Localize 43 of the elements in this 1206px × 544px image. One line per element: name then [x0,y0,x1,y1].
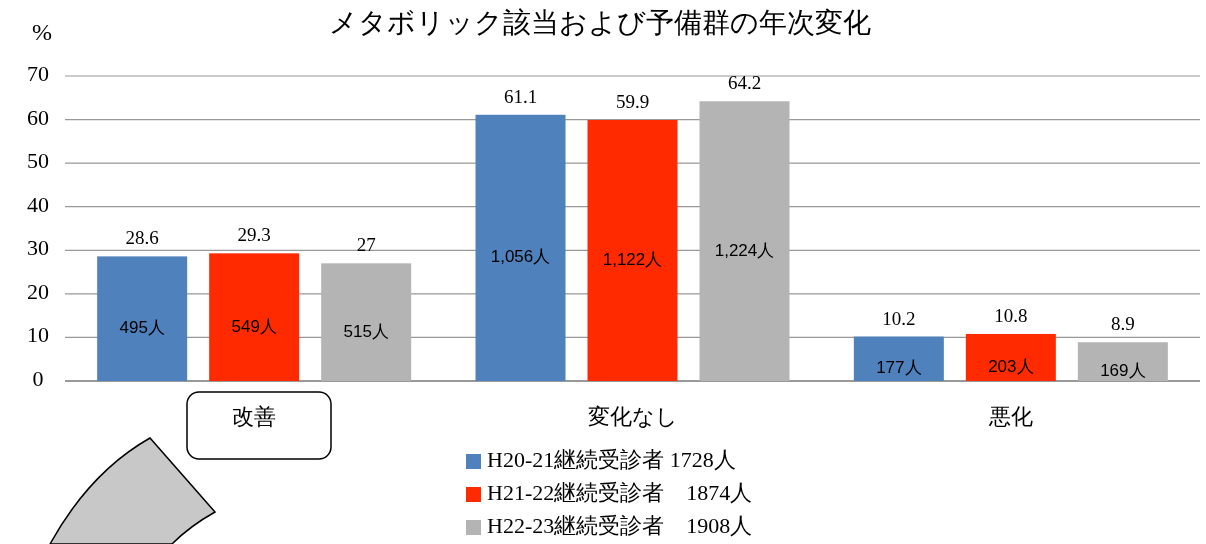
bar [475,114,566,381]
data-label: 27 [356,234,376,256]
data-label: 61.1 [503,85,538,107]
data-label: 10.8 [994,304,1028,326]
y-tick-label: 10 [27,322,49,348]
bar [699,101,790,381]
legend-label: H21-22継続受診者 1874人 [487,480,753,506]
legend-label: H20-21継続受診者 1728人 [487,447,736,473]
bar [97,256,188,381]
data-label: 10.2 [882,307,916,329]
legend-label: H22-23継続受診者 1908人 [487,513,753,539]
annotation: 1,056人 [490,247,551,267]
y-tick-label: 60 [27,104,49,130]
bar [587,120,678,381]
y-axis-title: % [32,19,52,45]
annotation: 515人 [343,321,389,341]
y-tick-label: 40 [27,191,49,217]
chart-title: メタボリック該当および予備群の年次変化 [329,7,871,38]
annotation: 549人 [231,316,277,336]
bar [321,263,412,381]
data-label: 59.9 [615,91,650,113]
annotation: 1,122人 [602,249,663,269]
data-label: 8.9 [1110,313,1135,335]
bar [965,333,1056,381]
annotation: 1,224人 [714,240,775,260]
x-tick-label: 改善 [232,404,277,429]
y-tick-label: 70 [27,61,49,87]
x-tick-label: 悪化 [987,404,1033,429]
annotation: 495人 [119,318,165,338]
annotation: 169人 [1100,361,1146,381]
data-label: 29.3 [237,224,271,246]
bar [1077,342,1168,381]
y-tick-label: 50 [27,148,49,174]
data-label: 28.6 [125,227,159,249]
annotation: 177人 [876,358,922,378]
bar [853,336,944,381]
annotation: 203人 [988,356,1034,376]
data-label: 64.2 [727,72,762,94]
y-tick-label: 30 [27,235,49,261]
y-tick-label: 20 [27,278,49,304]
y-tick-label: 0 [32,366,44,392]
bar [209,253,300,381]
x-tick-label: 変化なし [587,404,678,429]
